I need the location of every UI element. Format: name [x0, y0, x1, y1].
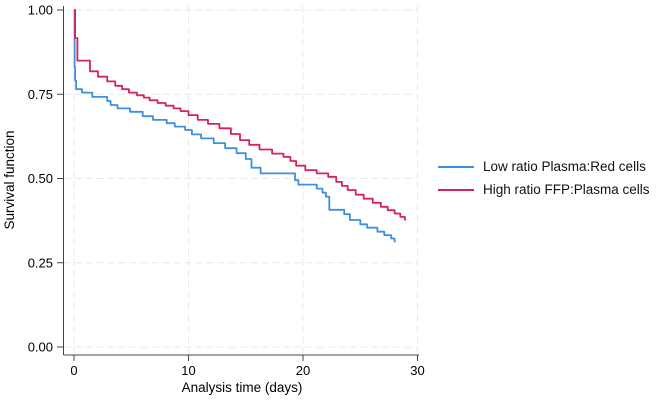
survival-curve-low-ratio — [73, 9, 396, 243]
y-tick-label: 0.25 — [28, 255, 53, 270]
legend-label-high-ratio: High ratio FFP:Plasma cells — [483, 181, 650, 197]
legend-line-low-ratio-icon — [438, 165, 474, 168]
y-axis-title: Survival function — [2, 130, 17, 229]
legend-label-low-ratio: Low ratio Plasma:Red cells — [483, 158, 646, 174]
legend-item-high-ratio: High ratio FFP:Plasma cells — [438, 178, 650, 201]
legend-item-low-ratio: Low ratio Plasma:Red cells — [438, 155, 650, 178]
y-tick-label: 0.50 — [28, 171, 53, 186]
survival-curve-high-ratio — [74, 9, 407, 221]
x-tick-label: 20 — [296, 363, 310, 378]
legend: Low ratio Plasma:Red cells High ratio FF… — [438, 155, 650, 201]
x-tick-label: 0 — [70, 363, 77, 378]
y-tick-label: 1.00 — [28, 3, 53, 18]
x-axis-title: Analysis time (days) — [182, 380, 303, 395]
legend-line-high-ratio-icon — [438, 188, 474, 191]
x-tick-label: 30 — [410, 363, 424, 378]
y-tick-label: 0.00 — [28, 340, 53, 355]
y-tick-label: 0.75 — [28, 87, 53, 102]
x-tick-label: 10 — [181, 363, 195, 378]
